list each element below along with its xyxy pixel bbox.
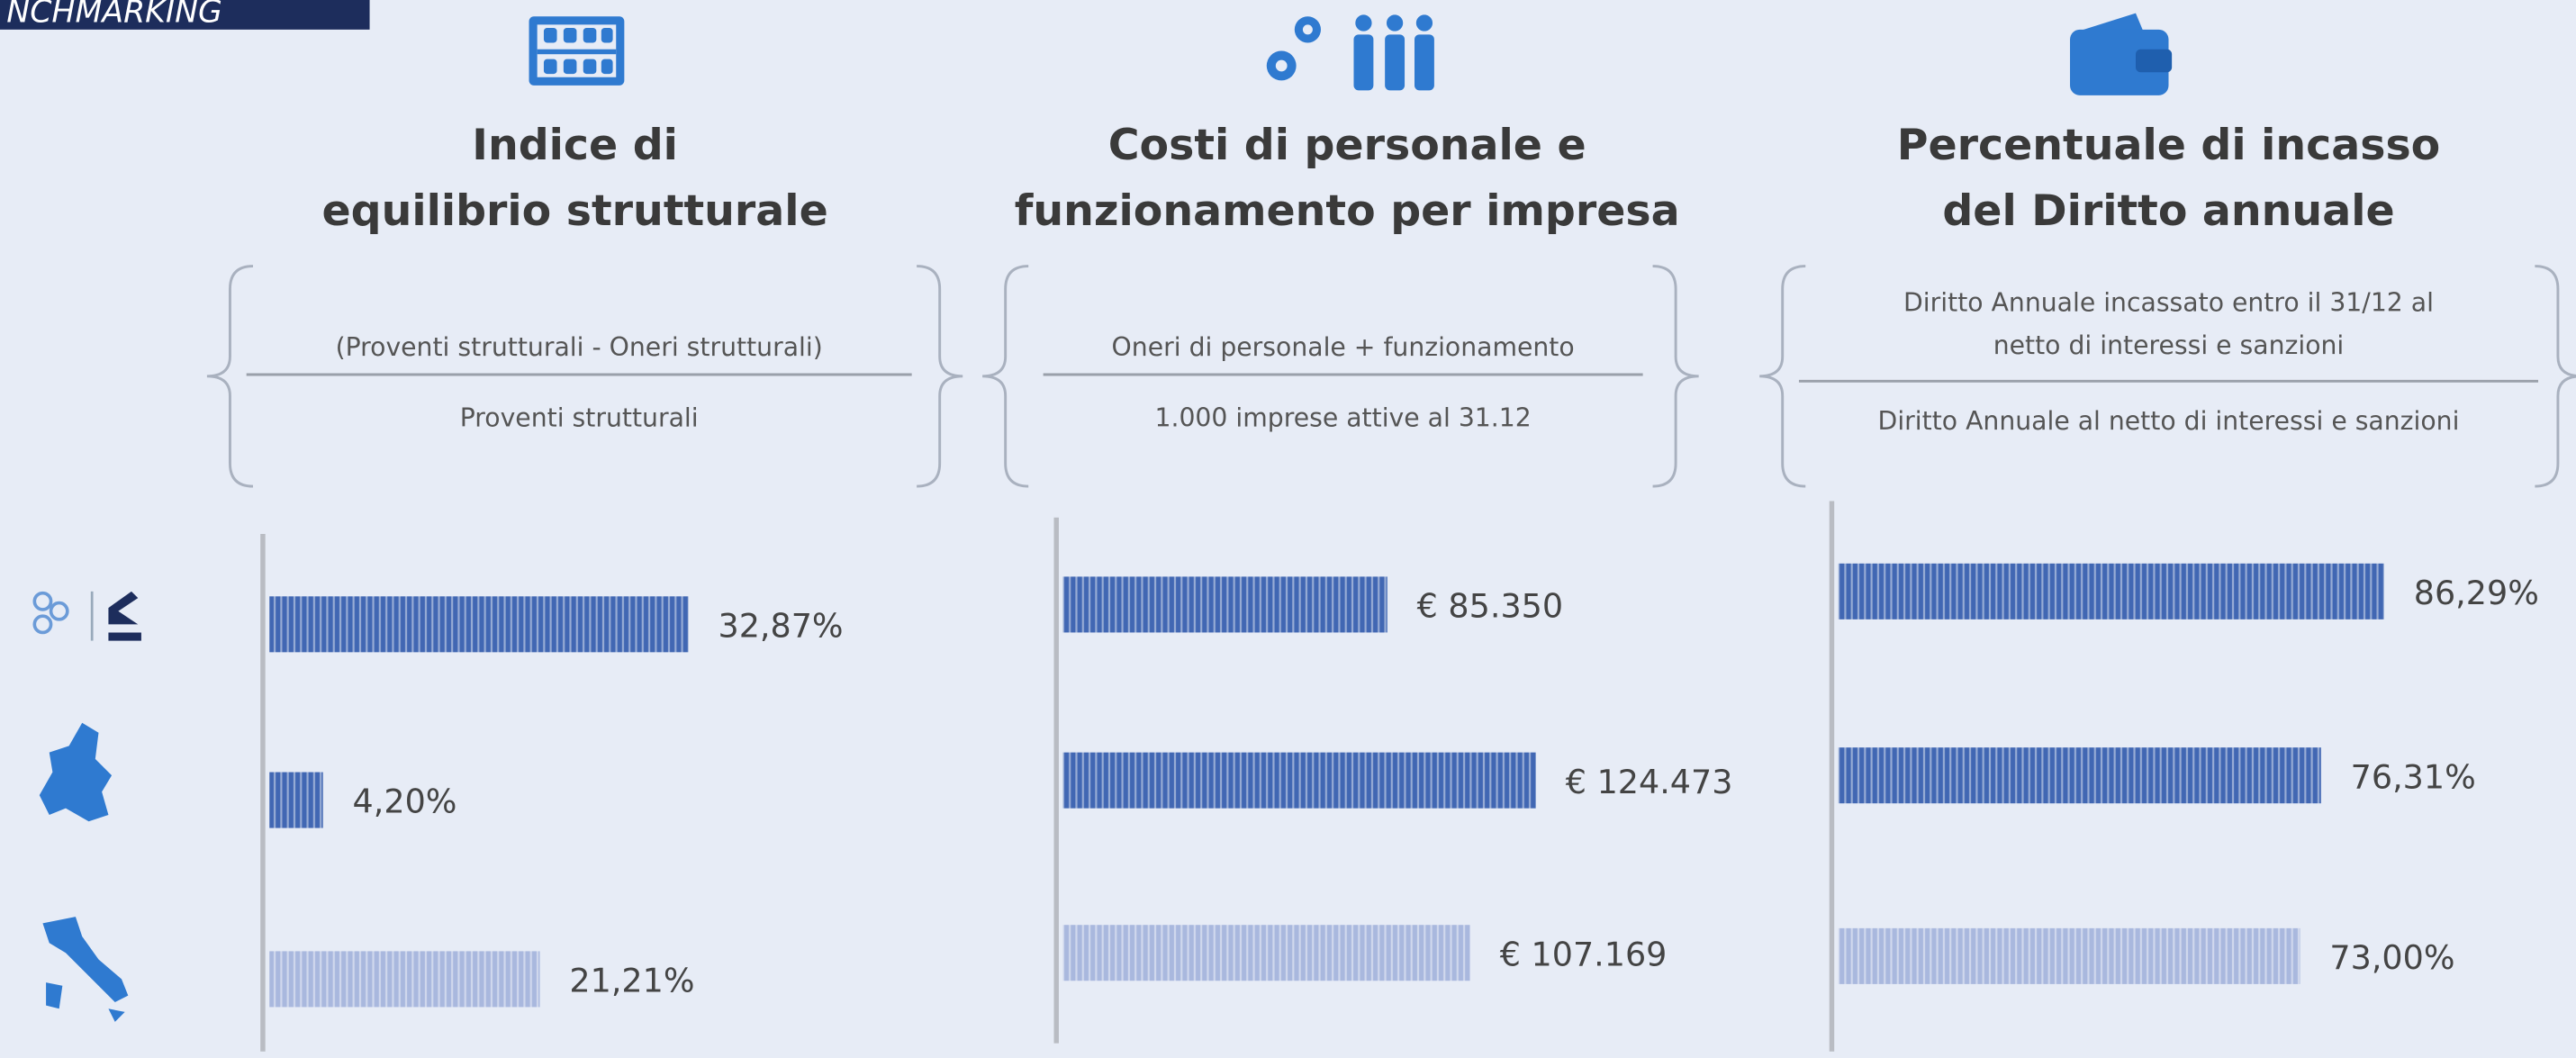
panel-title: funzionamento per impresa	[1015, 186, 1680, 236]
bar	[269, 772, 323, 828]
value-label: 32,87%	[718, 606, 843, 645]
bar	[269, 951, 540, 1008]
value-label: 73,00%	[2329, 938, 2454, 977]
brace-left	[982, 265, 1029, 488]
bar	[269, 596, 689, 653]
brace-right	[2535, 265, 2576, 488]
value-label: 86,29%	[2414, 574, 2539, 612]
brace-right	[917, 265, 963, 488]
panel-title: Percentuale di incasso	[1897, 121, 2441, 170]
value-label: 76,31%	[2351, 757, 2476, 796]
header-label: NCHMARKING	[6, 0, 222, 31]
value-label: € 124.473	[1566, 763, 1733, 801]
formula-numerator: (Proventi strutturali - Oneri struttural…	[336, 332, 823, 362]
panel-title: Costi di personale e	[1108, 121, 1586, 170]
wallet-icon	[2070, 13, 2173, 95]
value-label: € 107.169	[1500, 935, 1668, 973]
value-label: € 85.350	[1417, 587, 1563, 626]
people-icon	[1266, 14, 1434, 91]
value-label: 21,21%	[569, 962, 694, 1000]
formula-denominator: Diritto Annuale al netto di interessi e …	[1878, 406, 2460, 436]
bar	[1062, 752, 1536, 809]
bar	[1062, 576, 1387, 633]
formula-denominator: 1.000 imprese attive al 31.12	[1154, 402, 1531, 432]
italy-icon	[42, 917, 129, 1022]
bar	[1838, 563, 2384, 619]
formula-denominator: Proventi strutturali	[460, 402, 699, 432]
abacus-icon	[529, 16, 625, 86]
bar	[1838, 927, 2300, 984]
formula-numerator: Diritto Annuale incassato entro il 31/12…	[1903, 288, 2434, 318]
piemonte-icon	[39, 722, 113, 822]
bar	[1062, 925, 1470, 981]
brace-right	[1652, 265, 1699, 488]
value-label: 4,20%	[353, 782, 457, 821]
panel-title: Indice di	[472, 121, 678, 170]
brace-left	[1759, 265, 1806, 488]
panel-title: equilibrio strutturale	[321, 186, 827, 236]
brace-left	[206, 265, 254, 488]
chamber-logo	[32, 591, 141, 641]
formula-numerator: netto di interessi e sanzioni	[1993, 330, 2345, 360]
bar	[1838, 747, 2321, 804]
panel-title: del Diritto annuale	[1942, 186, 2394, 236]
formula-numerator: Oneri di personale + funzionamento	[1112, 332, 1575, 362]
header-box	[0, 0, 370, 30]
